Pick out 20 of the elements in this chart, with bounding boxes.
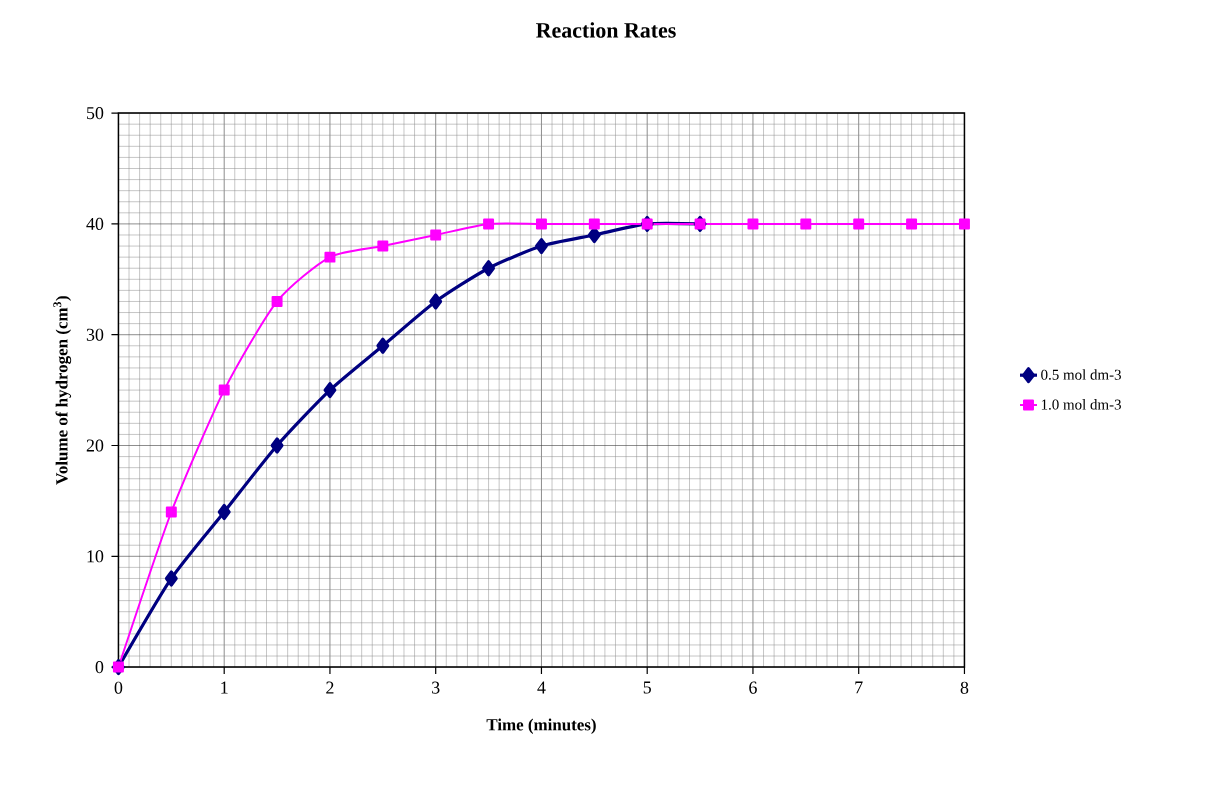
x-tick-label: 5 xyxy=(643,681,651,694)
y-tick-label: 0 xyxy=(95,661,104,674)
x-tick-label: 2 xyxy=(326,681,334,694)
x-tick-label: 7 xyxy=(855,681,863,694)
legend-label: 0.5 mol dm-3 xyxy=(1041,369,1121,380)
y-tick-label: 30 xyxy=(86,328,104,341)
y-tick-label: 10 xyxy=(87,550,104,563)
x-tick-label: 4 xyxy=(537,681,546,694)
y-tick-label: 40 xyxy=(86,217,104,230)
y-tick-label: 20 xyxy=(86,439,104,452)
x-tick-label: 3 xyxy=(432,681,440,694)
legend-label: 1.0 mol dm-3 xyxy=(1041,399,1121,410)
x-tick-label: 0 xyxy=(114,681,123,694)
x-tick-label: 8 xyxy=(960,681,969,694)
x-axis-title: Time (minutes) xyxy=(486,718,596,734)
x-tick-label: 1 xyxy=(221,681,228,694)
y-axis-title: Volume of hydrogen (cm$^{3}$) xyxy=(53,296,72,485)
chart-title: Reaction Rates xyxy=(536,22,676,38)
y-tick-label: 50 xyxy=(87,107,104,120)
x-tick-label: 6 xyxy=(749,681,757,694)
